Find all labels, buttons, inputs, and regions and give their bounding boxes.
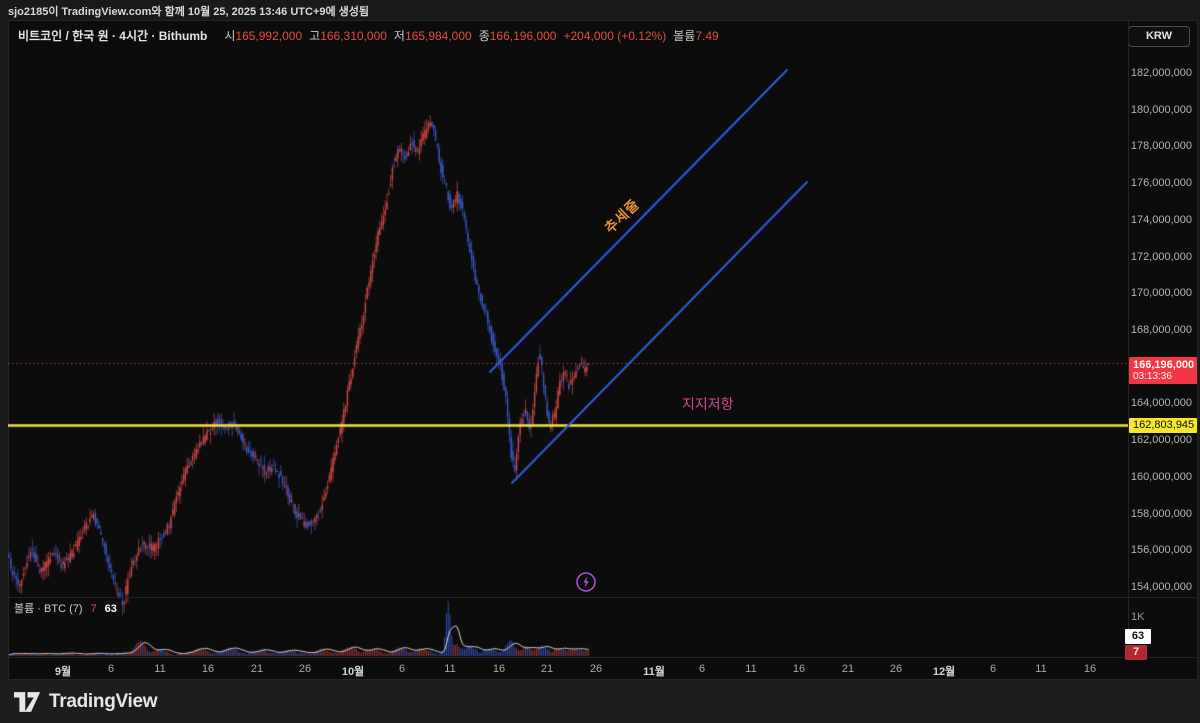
high-label: 고 xyxy=(309,29,321,43)
volume-current-badge: 7 xyxy=(1125,645,1147,660)
time-tick-label: 26 xyxy=(589,663,603,675)
time-tick-label: 6 xyxy=(698,663,706,675)
time-tick-label: 26 xyxy=(298,663,312,675)
low-value: 165,984,000 xyxy=(404,29,472,43)
time-tick-label: 11 xyxy=(1035,663,1047,675)
close-value: 166,196,000 xyxy=(489,29,557,43)
time-tick-label: 12월 xyxy=(932,666,956,678)
tradingview-brand-name: TradingView xyxy=(49,691,158,712)
symbol-title[interactable]: 비트코인 / 한국 원 · 4시간 · Bithumb xyxy=(18,29,208,43)
last-price-value: 166,196,000 xyxy=(1133,359,1195,372)
price-tick-label: 182,000,000 xyxy=(1130,67,1192,79)
price-tick-label: 180,000,000 xyxy=(1130,103,1192,116)
boost-lightning-icon[interactable] xyxy=(575,571,597,593)
time-tick-label: 11월 xyxy=(643,666,665,678)
attribution-text: sjo2185이 TradingView.com와 함께 10월 25, 202… xyxy=(8,6,370,18)
time-tick-label: 6 xyxy=(989,663,997,675)
time-tick-label: 16 xyxy=(1083,663,1097,675)
price-tick-label: 160,000,000 xyxy=(1130,470,1192,483)
time-tick-label: 26 xyxy=(889,663,903,675)
price-tick-label: 174,000,000 xyxy=(1130,213,1192,226)
low-label: 저 xyxy=(393,29,405,43)
time-tick-label: 10월 xyxy=(341,666,365,678)
time-tick-label: 16 xyxy=(492,663,506,675)
tradingview-logo-icon xyxy=(14,692,41,712)
volume-ma-badge: 63 xyxy=(1125,629,1151,644)
time-tick-label: 21 xyxy=(540,663,554,675)
price-tick-label: 172,000,000 xyxy=(1130,250,1192,263)
time-tick-label: 16 xyxy=(201,663,215,675)
price-tick-label: 164,000,000 xyxy=(1130,397,1192,410)
volume-value: 7.49 xyxy=(695,29,719,43)
time-tick-label: 6 xyxy=(398,663,406,675)
time-axis[interactable]: 9월 6 11 16 21 26 10월 6 11 16 21 26 11월 6 11 16 21 26 12월 6 1… xyxy=(8,658,1128,680)
currency-toggle-button[interactable]: KRW xyxy=(1128,26,1190,47)
volume-label: 볼륨 xyxy=(673,29,696,43)
price-axis[interactable]: 182,000,000 180,000,000 178,000,000 176,000… xyxy=(1129,20,1198,658)
close-label: 종 xyxy=(478,29,490,43)
volume-ma-value: 63 xyxy=(104,603,117,615)
support-price-badge: 162,803,945 xyxy=(1129,418,1197,434)
open-value: 165,992,000 xyxy=(235,29,303,43)
tradingview-brand-link[interactable]: TradingView xyxy=(14,690,158,714)
time-tick-label: 16 xyxy=(792,663,806,675)
price-tick-label: 168,000,000 xyxy=(1130,324,1192,336)
high-value: 166,310,000 xyxy=(320,29,387,43)
time-tick-label: 21 xyxy=(250,663,264,675)
time-tick-label: 11 xyxy=(444,663,456,675)
time-tick-label: 11 xyxy=(745,663,757,675)
axis-separator xyxy=(1128,20,1129,658)
last-price-badge: 166,196,000 03:13:36 xyxy=(1129,357,1197,385)
price-tick-label: 178,000,000 xyxy=(1130,140,1192,153)
time-tick-label: 9월 xyxy=(54,666,72,678)
support-resistance-drawing-label[interactable]: 지지저항 xyxy=(682,396,734,412)
price-tick-label: 156,000,000 xyxy=(1130,544,1192,557)
price-tick-label: 154,000,000 xyxy=(1130,581,1192,593)
open-label: 시 xyxy=(224,29,236,43)
price-tick-label: 162,000,000 xyxy=(1130,434,1192,447)
volume-axis-1k-label: 1K xyxy=(1131,611,1145,623)
volume-current-value: 7 xyxy=(90,603,97,615)
bar-countdown: 03:13:36 xyxy=(1133,371,1172,383)
footer-bar: TradingView xyxy=(0,680,1200,723)
volume-pane-title: 볼륨 · BTC (7) xyxy=(14,603,83,615)
price-tick-label: 158,000,000 xyxy=(1130,507,1192,520)
attribution-bar: sjo2185이 TradingView.com와 함께 10월 25, 202… xyxy=(0,0,1200,20)
volume-pane-separator xyxy=(8,597,1196,598)
price-tick-label: 170,000,000 xyxy=(1130,287,1192,300)
time-tick-label: 6 xyxy=(107,663,115,675)
time-tick-label: 21 xyxy=(841,663,855,675)
volume-pane-legend[interactable]: 볼륨 · BTC (7) 7 63 xyxy=(14,600,117,616)
change-value: +204,000 (+0.12%) xyxy=(563,29,667,43)
price-tick-label: 176,000,000 xyxy=(1130,177,1192,190)
time-tick-label: 11 xyxy=(154,663,166,675)
chart-legend: 비트코인 / 한국 원 · 4시간 · Bithumb 시165,992,000 고… xyxy=(18,27,719,43)
time-axis-separator xyxy=(8,657,1196,658)
price-chart-canvas[interactable] xyxy=(8,20,1128,658)
